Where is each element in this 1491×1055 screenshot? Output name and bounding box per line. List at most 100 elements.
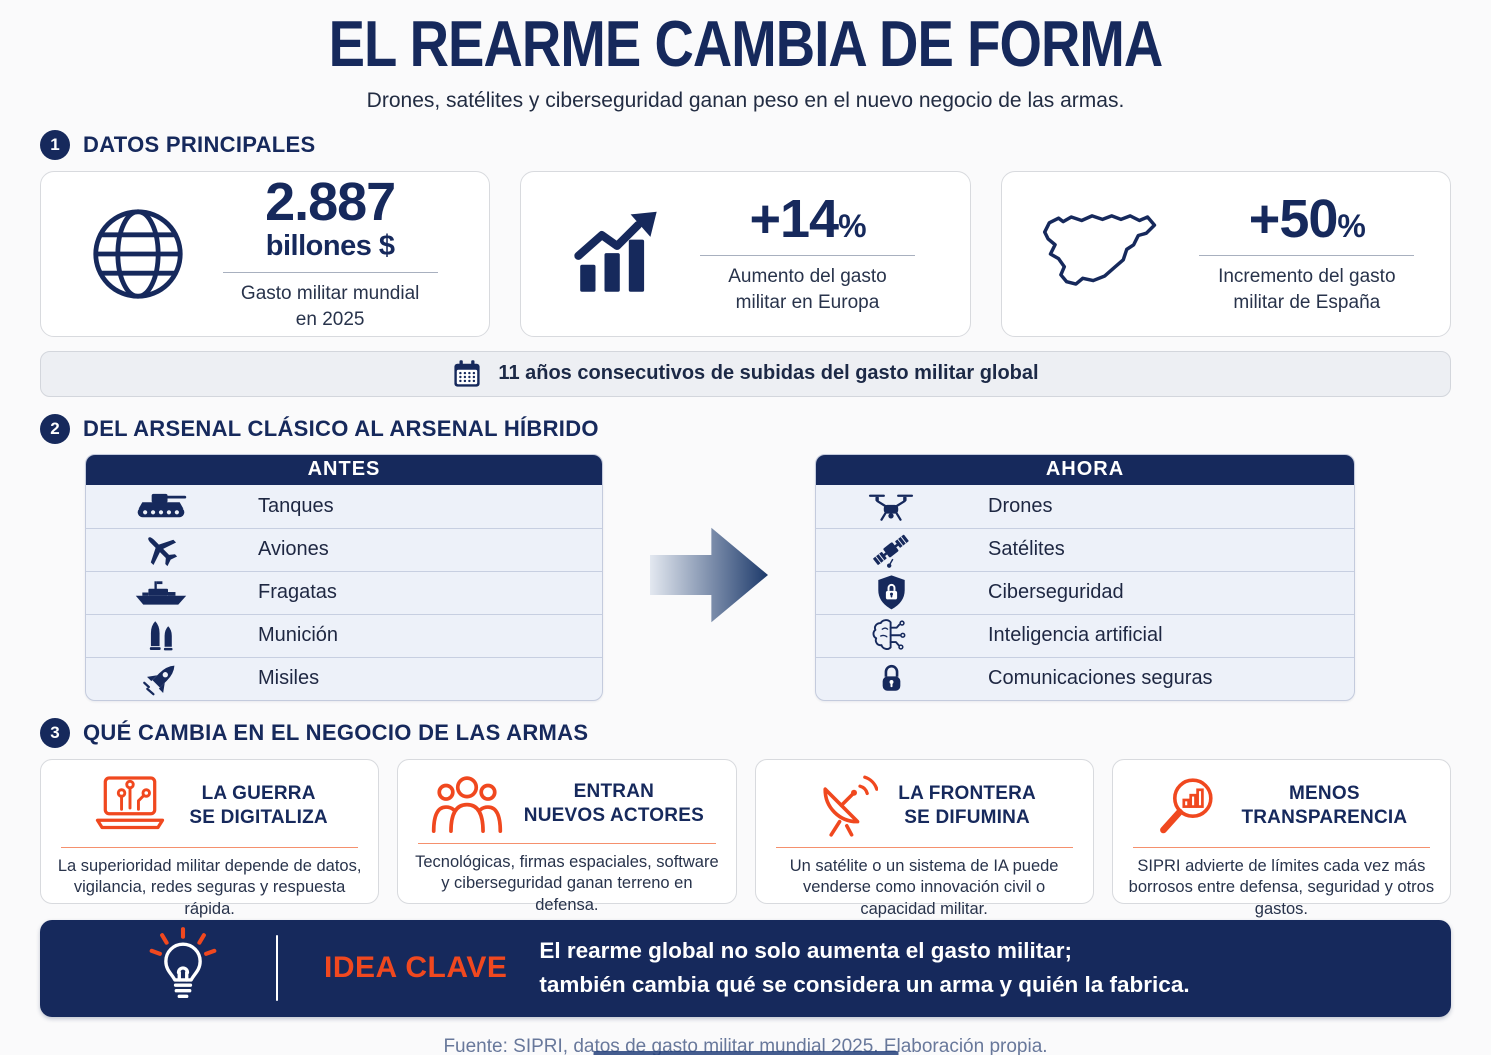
change-card-body: Un satélite o un sistema de IA puede ven…	[789, 856, 1059, 919]
arsenal-table-ahora: AHORA Drones Satélites Ciberseguridad In…	[815, 453, 1355, 701]
change-card-body: SIPRI advierte de límites cada vez más b…	[1128, 856, 1435, 919]
section-title: DATOS PRINCIPALES	[83, 131, 316, 157]
section-number-badge: 3	[40, 717, 70, 748]
row-label: Drones	[988, 494, 1053, 517]
stat-value: +14%	[749, 188, 866, 249]
section-number-badge: 2	[40, 413, 70, 444]
page-title: EL REARME CAMBIA DE FORMA	[328, 8, 1164, 81]
stat-caption: Incremento del gasto militar de España	[1218, 265, 1396, 313]
arsenal-table-antes: ANTES Tanques Aviones Fragatas Munición …	[85, 453, 603, 701]
years-banner: 11 años consecutivos de subidas del gast…	[40, 350, 1451, 397]
section-arsenal-header: 2 DEL ARSENAL CLÁSICO AL ARSENAL HÍBRIDO	[40, 413, 1451, 444]
laptop-circuit-icon	[91, 773, 169, 839]
plane-icon	[142, 531, 180, 569]
table-row: Misiles	[86, 656, 602, 700]
table-row: Aviones	[86, 527, 602, 571]
stat-caption: Gasto militar mundial en 2025	[240, 282, 420, 330]
change-card-actores: ENTRAN NUEVOS ACTORES Tecnológicas, firm…	[397, 758, 737, 914]
row-label: Inteligencia artificial	[988, 624, 1163, 647]
ammo-icon	[143, 618, 179, 654]
key-idea-line1: El rearme global no solo aumenta el gast…	[539, 938, 1072, 964]
row-label: Misiles	[258, 667, 320, 690]
people-group-icon	[430, 773, 504, 835]
key-idea-label: IDEA CLAVE	[324, 951, 508, 985]
stat-unit: billones $	[265, 230, 395, 263]
table-header-ahora: AHORA	[816, 454, 1354, 485]
table-header-antes: ANTES	[86, 454, 602, 485]
row-label: Munición	[258, 624, 339, 647]
frigate-icon	[133, 576, 189, 609]
transition-arrow-zone	[603, 454, 815, 638]
satellite-icon	[871, 530, 911, 570]
stat-body: +50% Incremento del gasto militar de Esp…	[1197, 192, 1417, 315]
row-label: Tanques	[258, 494, 334, 517]
vertical-divider	[276, 935, 278, 1002]
spain-map-icon	[1035, 202, 1163, 306]
shield-lock-icon	[875, 574, 908, 611]
arsenal-comparison: ANTES Tanques Aviones Fragatas Munición …	[40, 453, 1451, 701]
calendar-icon	[452, 359, 482, 389]
table-row: Ciberseguridad	[816, 570, 1354, 614]
page-subtitle: Drones, satélites y ciberseguridad ganan…	[366, 88, 1125, 112]
divider	[1132, 846, 1430, 848]
table-row: Drones	[816, 485, 1354, 528]
stat-card-world-spending: 2.887 billones $ Gasto militar mundial e…	[40, 170, 491, 337]
globe-icon	[90, 206, 186, 302]
stat-card-spain-increase: +50% Incremento del gasto militar de Esp…	[1000, 170, 1451, 337]
chart-up-icon	[573, 209, 663, 299]
change-card-body: La superioridad militar depende de datos…	[57, 856, 362, 919]
section-datos-header: 1 DATOS PRINCIPALES	[40, 129, 1451, 160]
percent-sign: %	[1337, 207, 1365, 244]
row-label: Comunicaciones seguras	[988, 667, 1213, 690]
divider	[61, 846, 359, 848]
stat-value: 2.887	[265, 172, 396, 233]
section-negocio-header: 3 QUÉ CAMBIA EN EL NEGOCIO DE LAS ARMAS	[40, 717, 1451, 748]
drone-icon	[866, 487, 916, 525]
right-arrow-icon	[650, 512, 768, 638]
table-row: Satélites	[816, 527, 1354, 571]
padlock-icon	[875, 661, 908, 697]
divider	[222, 271, 438, 273]
divider	[775, 846, 1073, 848]
change-card-transparencia: MENOS TRANSPARENCIA SIPRI advierte de lí…	[1111, 758, 1451, 918]
change-card-title: MENOS TRANSPARENCIA	[1241, 782, 1408, 828]
section-title: DEL ARSENAL CLÁSICO AL ARSENAL HÍBRIDO	[83, 415, 599, 441]
stat-body: +14% Aumento del gasto militar en Europa	[697, 192, 917, 315]
key-idea-text: El rearme global no solo aumenta el gast…	[539, 934, 1189, 1002]
change-card-title: ENTRAN NUEVOS ACTORES	[523, 780, 704, 826]
change-cards-row: LA GUERRA SE DIGITALIZA La superioridad …	[40, 758, 1451, 918]
row-label: Fragatas	[258, 581, 337, 604]
table-row: Fragatas	[86, 570, 602, 614]
key-idea-line2: también cambia qué se considera un arma …	[539, 972, 1190, 998]
table-row: Tanques	[86, 485, 602, 528]
stats-row: 2.887 billones $ Gasto militar mundial e…	[40, 170, 1451, 337]
bottom-edge-strip	[593, 1051, 898, 1055]
divider	[418, 842, 716, 844]
lightbulb-icon	[142, 927, 224, 1009]
key-idea-banner: IDEA CLAVE El rearme global no solo aume…	[40, 919, 1451, 1017]
section-title: QUÉ CAMBIA EN EL NEGOCIO DE LAS ARMAS	[83, 719, 589, 745]
satellite-dish-icon	[812, 773, 878, 839]
row-label: Ciberseguridad	[988, 581, 1124, 604]
row-label: Aviones	[258, 538, 329, 561]
missile-icon	[142, 660, 180, 698]
divider	[699, 254, 915, 256]
change-card-title: LA FRONTERA SE DIFUMINA	[898, 782, 1036, 828]
years-banner-text: 11 años consecutivos de subidas del gast…	[498, 362, 1039, 385]
divider	[1199, 254, 1415, 256]
brain-circuit-icon	[870, 617, 912, 655]
tank-icon	[133, 489, 189, 523]
row-label: Satélites	[988, 538, 1065, 561]
section-number-badge: 1	[40, 129, 70, 160]
stat-card-europe-increase: +14% Aumento del gasto militar en Europa	[520, 170, 971, 337]
table-row: Inteligencia artificial	[816, 613, 1354, 657]
change-card-frontera: LA FRONTERA SE DIFUMINA Un satélite o un…	[754, 758, 1094, 918]
percent-sign: %	[838, 207, 866, 244]
table-row: Munición	[86, 613, 602, 657]
stat-caption: Aumento del gasto militar en Europa	[728, 265, 887, 313]
magnifier-bars-icon	[1155, 773, 1221, 839]
stat-value: +50%	[1248, 188, 1366, 249]
source-credit: Fuente: SIPRI, datos de gasto militar mu…	[443, 1035, 1048, 1055]
change-card-digitaliza: LA GUERRA SE DIGITALIZA La superioridad …	[40, 758, 380, 918]
